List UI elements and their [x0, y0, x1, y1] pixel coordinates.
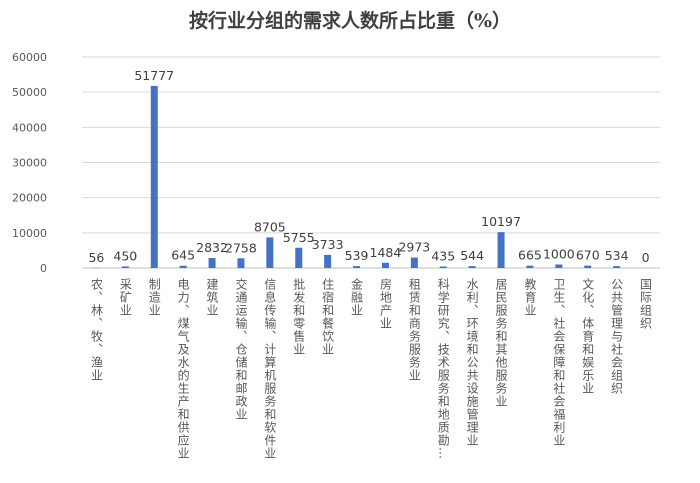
bar [122, 266, 129, 268]
y-tick-label: 50000 [12, 86, 47, 99]
bar [237, 258, 244, 268]
bar [295, 248, 302, 268]
x-category-label: 建筑业 [205, 278, 219, 317]
y-tick-label: 60000 [12, 51, 47, 64]
data-label: 2758 [225, 240, 257, 255]
data-label: 3733 [312, 237, 344, 252]
bar [411, 258, 418, 268]
bar [613, 266, 620, 268]
x-category-label: 金融业 [350, 277, 364, 317]
data-label: 544 [460, 248, 484, 263]
bar [180, 266, 187, 268]
data-label: 2973 [398, 240, 430, 255]
y-tick-label: 20000 [12, 192, 47, 205]
x-category-label: 房地产业 [378, 277, 392, 330]
bar [382, 263, 389, 268]
x-category-label: 农、林、牧、渔业 [89, 278, 103, 382]
data-label: 450 [113, 248, 137, 263]
bar [151, 86, 158, 268]
x-category-label: 公共管理与社会组织 [610, 278, 624, 395]
data-label: 8705 [254, 219, 286, 234]
x-category-label: 批发和零售业 [292, 277, 306, 356]
data-label: 0 [642, 250, 650, 265]
x-category-label: 科学研究、技术服务和地质勘… [436, 278, 450, 460]
x-category-label: 教育业 [523, 277, 537, 317]
bar [498, 232, 505, 268]
y-tick-label: 10000 [12, 227, 47, 240]
x-category-label: 交通运输、仓储和邮政业 [234, 277, 248, 421]
bar [266, 237, 273, 268]
x-category-label: 电力、煤气及水的生产和供应业 [176, 278, 190, 460]
data-label: 10197 [481, 214, 521, 229]
x-category-label: 租赁和商务服务业 [407, 278, 421, 382]
x-category-label: 居民服务和其他服务业 [494, 278, 508, 408]
y-tick-label: 40000 [12, 121, 47, 134]
x-category-label: 信息传输、计算机服务和软件业 [263, 278, 277, 460]
data-label: 534 [605, 248, 629, 263]
data-label: 539 [345, 248, 369, 263]
x-category-label: 国际组织 [639, 278, 653, 330]
y-tick-label: 30000 [12, 157, 47, 170]
data-label: 435 [431, 248, 455, 263]
data-label: 1484 [370, 245, 402, 260]
x-category-label: 制造业 [147, 278, 161, 317]
x-category-label: 文化、体育和娱乐业 [581, 277, 595, 395]
x-category-label: 住宿和餐饮业 [321, 278, 335, 356]
x-category-label: 卫生、社会保障和社会福利业 [552, 278, 566, 447]
bar [440, 266, 447, 268]
y-tick-label: 0 [40, 262, 47, 275]
data-label: 56 [88, 250, 104, 265]
bar [353, 266, 360, 268]
data-label: 51777 [134, 68, 174, 83]
x-category-label: 水利、环境和公共设施管理业 [465, 278, 479, 447]
data-label: 5755 [283, 230, 315, 245]
bar [469, 266, 476, 268]
data-label: 670 [576, 248, 600, 263]
bar [584, 266, 591, 268]
bar [209, 258, 216, 268]
x-category-label: 采矿业 [118, 278, 132, 317]
data-label: 2832 [196, 240, 228, 255]
bar [324, 255, 331, 268]
data-label: 645 [171, 248, 195, 263]
data-label: 1000 [543, 246, 575, 261]
bar [555, 264, 562, 268]
data-label: 665 [518, 248, 542, 263]
bar [526, 266, 533, 268]
chart-title: 按行业分组的需求人数所占比重（%） [189, 9, 511, 32]
